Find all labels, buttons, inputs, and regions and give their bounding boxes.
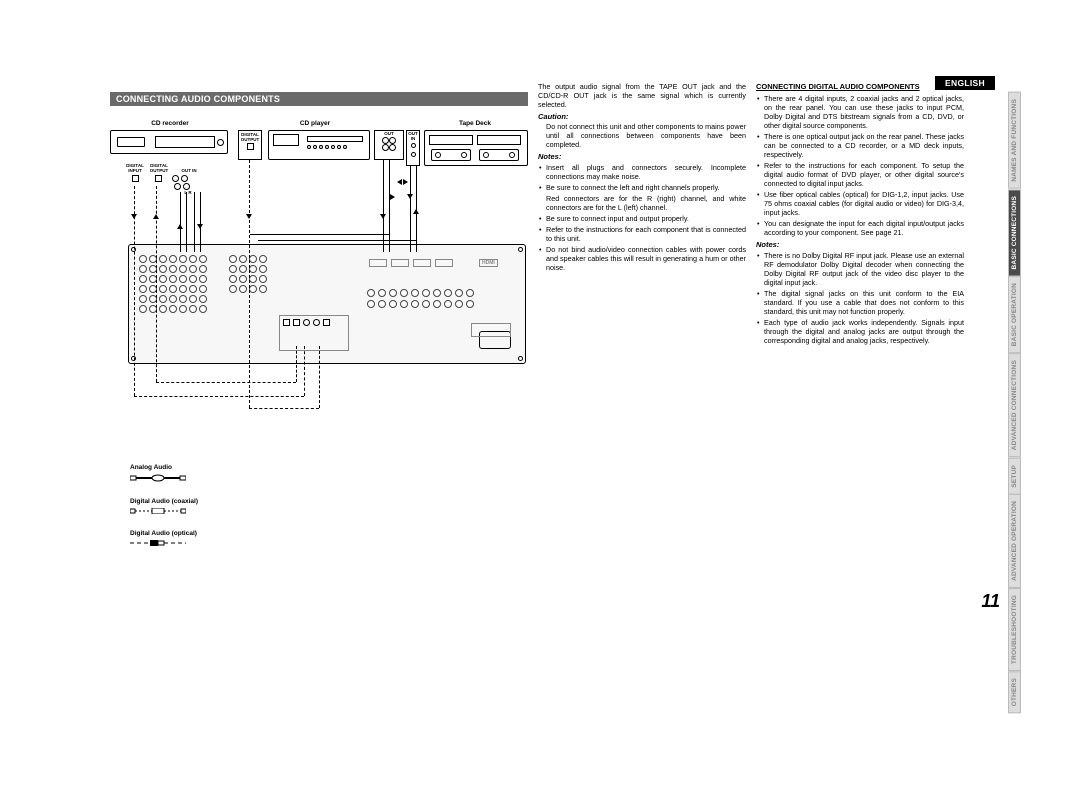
page-number: 11 bbox=[981, 591, 1000, 612]
caution-heading: Caution: bbox=[538, 112, 746, 121]
section-heading: CONNECTING AUDIO COMPONENTS bbox=[110, 92, 528, 106]
tab-advanced-connections: ADVANCED CONNECTIONS bbox=[1008, 353, 1021, 457]
cd-recorder-label: CD recorder bbox=[130, 120, 210, 127]
caution-text: Do not connect this unit and other compo… bbox=[538, 122, 746, 149]
cd-player-label: CD player bbox=[285, 120, 345, 127]
language-badge: ENGLISH bbox=[935, 76, 995, 90]
receiver-rear-panel: HDMI bbox=[128, 244, 526, 364]
tab-others: OTHERS bbox=[1008, 671, 1021, 713]
tab-troubleshooting: TROUBLESHOOTING bbox=[1008, 588, 1021, 671]
legend-optical-label: Digital Audio (optical) bbox=[130, 530, 528, 537]
tab-setup: SETUP bbox=[1008, 458, 1021, 495]
tab-basic-operation: BASIC OPERATION bbox=[1008, 276, 1021, 353]
tape-deck-label: Tape Deck bbox=[445, 120, 505, 127]
port-group: DIGITAL INPUT DIGITAL OUTPUT OUT IN L R bbox=[124, 164, 204, 195]
tape-deck-icon bbox=[424, 130, 528, 166]
cd-recorder-icon bbox=[110, 130, 228, 154]
notes-heading: Notes: bbox=[538, 152, 746, 161]
intro-text: The output audio signal from the TAPE OU… bbox=[538, 82, 746, 109]
cable-legend: Analog Audio Digital Audio (coaxial) Dig… bbox=[130, 464, 528, 548]
digital-points-list: There are 4 digital inputs, 2 coaxial ja… bbox=[756, 94, 964, 237]
digital-heading: CONNECTING DIGITAL AUDIO COMPONENTS bbox=[756, 82, 964, 91]
tab-names-functions: NAMES AND FUNCTIONS bbox=[1008, 92, 1021, 189]
notes-list-right: There is no Dolby Digital RF input jack.… bbox=[756, 251, 964, 345]
tab-basic-connections: BASIC CONNECTIONS bbox=[1008, 189, 1021, 276]
notes-list-left: Insert all plugs and connectors securely… bbox=[538, 163, 746, 192]
port-group: OUT IN bbox=[406, 130, 420, 166]
legend-analog-label: Analog Audio bbox=[130, 464, 528, 471]
port-group: OUT bbox=[374, 130, 404, 160]
notes-heading-right: Notes: bbox=[756, 240, 964, 249]
side-tabs: NAMES AND FUNCTIONS BASIC CONNECTIONS BA… bbox=[1008, 92, 1030, 714]
wiring-diagram: CD recorder DIGITAL INPUT DIGITAL OUTPUT… bbox=[110, 114, 528, 424]
note-red-text: Red connectors are for the R (right) cha… bbox=[538, 194, 746, 212]
tab-advanced-operation: ADVANCED OPERATION bbox=[1008, 494, 1021, 588]
cd-player-icon bbox=[268, 130, 370, 160]
port-group: DIGITAL OUTPUT bbox=[238, 130, 262, 160]
legend-coax-label: Digital Audio (coaxial) bbox=[130, 498, 528, 505]
notes-list-left-cont: Be sure to connect input and output prop… bbox=[538, 214, 746, 272]
